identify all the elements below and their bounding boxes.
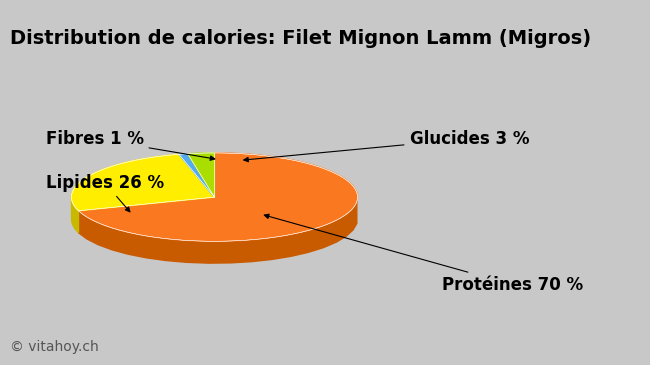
Text: Distribution de calories: Filet Mignon Lamm (Migros): Distribution de calories: Filet Mignon L… — [10, 29, 591, 48]
Polygon shape — [188, 153, 215, 197]
Polygon shape — [79, 201, 357, 263]
Text: Glucides 3 %: Glucides 3 % — [244, 130, 529, 162]
Polygon shape — [179, 154, 215, 197]
Text: Protéines 70 %: Protéines 70 % — [265, 214, 583, 294]
Text: Lipides 26 %: Lipides 26 % — [46, 173, 164, 212]
Polygon shape — [72, 196, 79, 233]
Text: © vitahoy.ch: © vitahoy.ch — [10, 340, 99, 354]
Text: Fibres 1 %: Fibres 1 % — [46, 130, 214, 160]
Polygon shape — [79, 153, 358, 241]
Polygon shape — [72, 154, 215, 211]
